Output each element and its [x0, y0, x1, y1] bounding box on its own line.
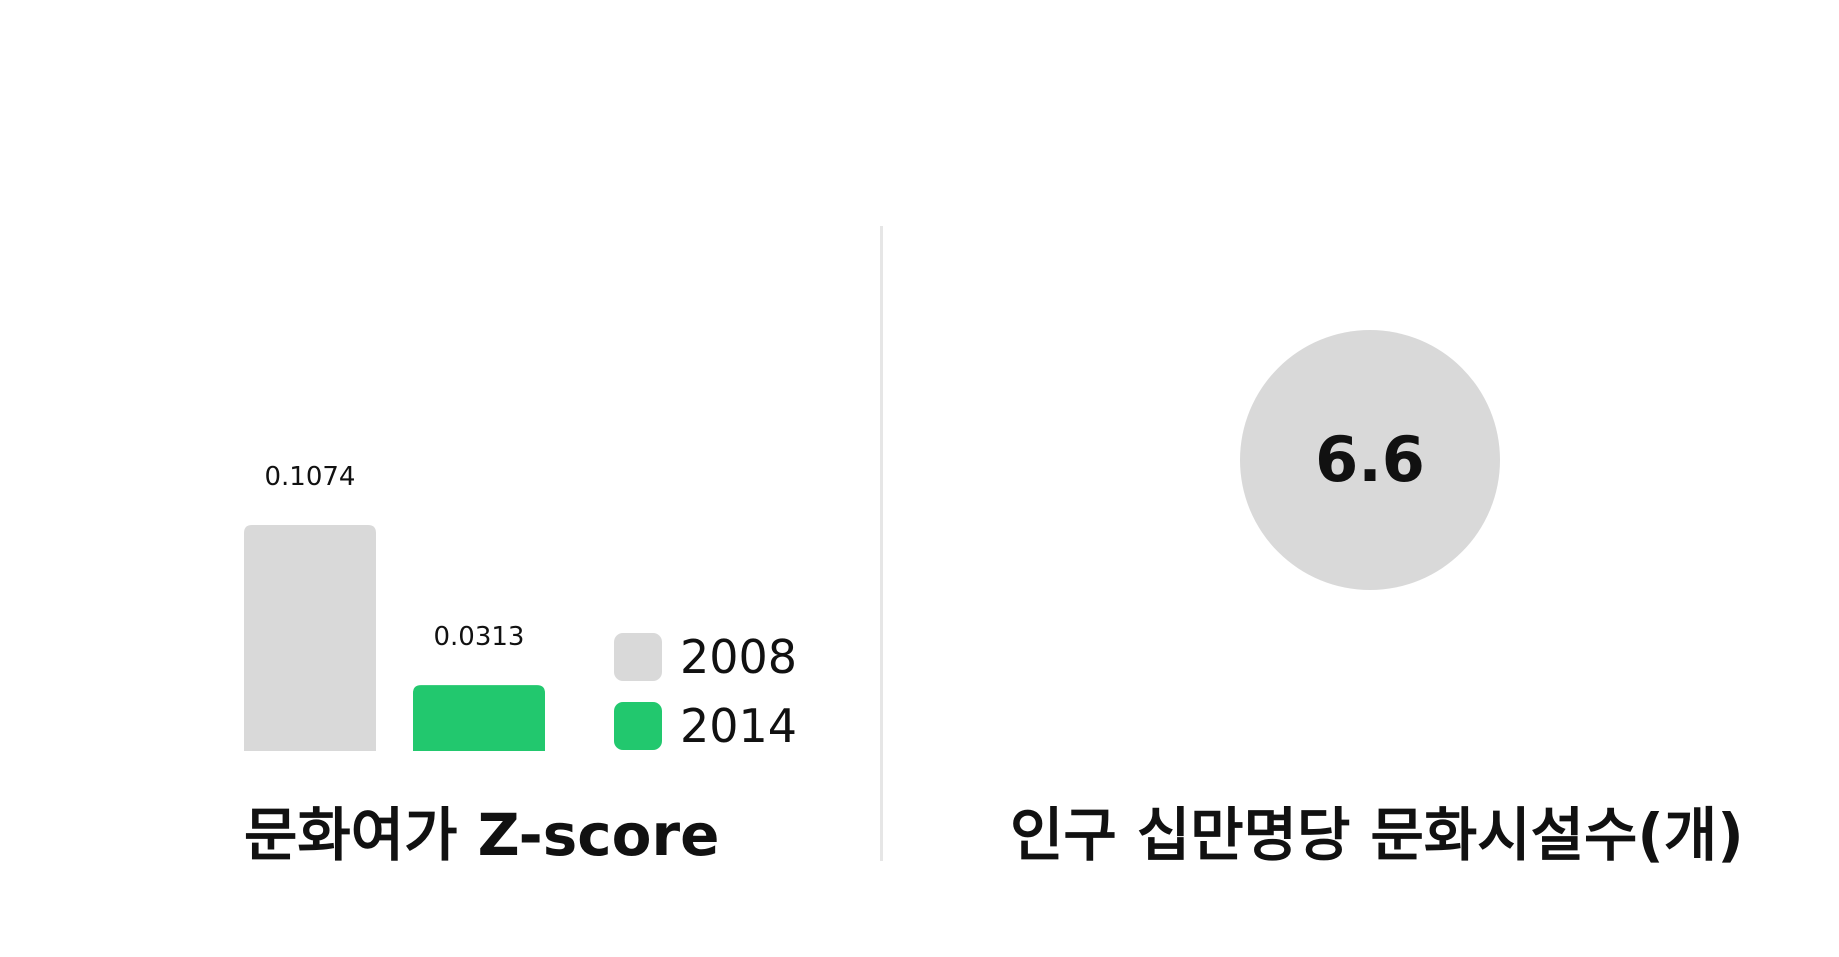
legend-label-2008: 2008 — [680, 630, 798, 684]
value-circle: 6.6 — [1240, 330, 1500, 590]
panel-divider — [880, 226, 883, 861]
bar-value-label-2008: 0.1074 — [265, 462, 356, 492]
bar-2014 — [413, 685, 545, 751]
circle-value: 6.6 — [1315, 423, 1425, 496]
bar-chart: 0.1074 0.0313 — [244, 462, 545, 751]
legend-swatch-2014 — [614, 702, 662, 750]
left-panel: 0.1074 0.0313 2008 2014 문화여가 Z-score — [0, 0, 880, 957]
left-chart-title: 문화여가 Z-score — [244, 801, 720, 869]
legend: 2008 2014 — [614, 632, 814, 770]
legend-item-2008: 2008 — [614, 632, 814, 682]
right-panel: 6.6 인구 십만명당 문화시설수(개) — [884, 0, 1839, 957]
legend-swatch-2008 — [614, 633, 662, 681]
right-chart-title: 인구 십만명당 문화시설수(개) — [1010, 801, 1744, 869]
bar-value-label-2014: 0.0313 — [434, 622, 525, 652]
legend-label-2014: 2014 — [680, 699, 798, 753]
legend-item-2014: 2014 — [614, 701, 814, 751]
bar-2008 — [244, 525, 376, 751]
